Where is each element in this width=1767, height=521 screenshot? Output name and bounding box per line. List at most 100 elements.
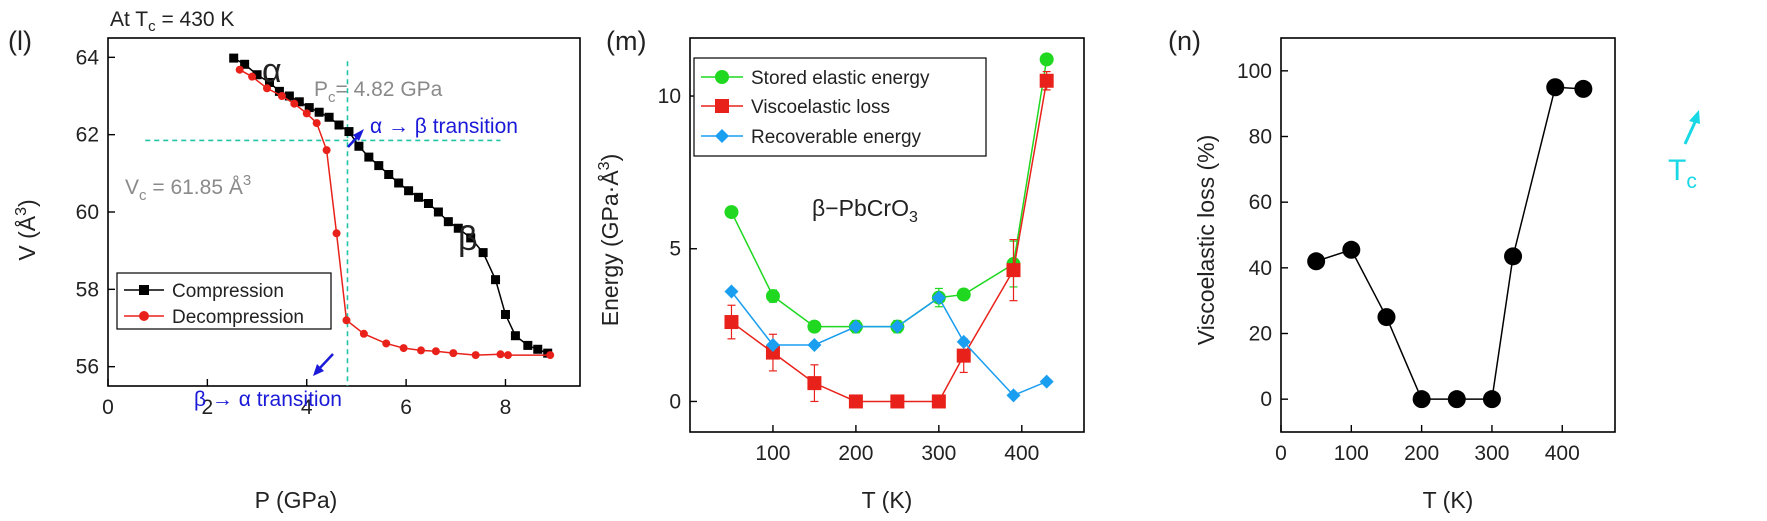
- data-point-l: [304, 103, 314, 113]
- data-point-l: [290, 99, 299, 108]
- y-tick-label-n: 80: [1249, 126, 1272, 149]
- y-tick-label-l: 62: [76, 124, 99, 147]
- x-tick-label-l: 0: [102, 396, 114, 419]
- legend-m-item-viscoelastic: Viscoelastic loss: [701, 97, 890, 118]
- data-point-m: [1039, 52, 1054, 67]
- data-point-l: [277, 92, 286, 100]
- data-point-l: [500, 309, 510, 319]
- plot-frame-n: [1280, 37, 1616, 433]
- series-line-m-2: [730, 291, 1047, 397]
- data-point-l: [466, 233, 476, 243]
- x-tick-label-n: 0: [1275, 442, 1287, 465]
- data-point-l: [382, 339, 391, 348]
- data-point-l: [229, 53, 239, 63]
- data-point-l: [248, 72, 257, 81]
- vc-label-text: V: [125, 176, 139, 199]
- y-axis-title-l-text: V (Å: [13, 215, 40, 260]
- data-point-n: [1504, 247, 1523, 266]
- y-axis-title-l-sup: 3: [13, 207, 30, 216]
- data-point-m: [1006, 263, 1021, 278]
- x-tick-label-l: 2: [202, 396, 214, 419]
- data-point-m: [890, 319, 905, 334]
- data-point-l: [359, 329, 368, 338]
- svg-text:Compression: Compression: [172, 281, 284, 302]
- panel-label-m: (m): [606, 26, 646, 56]
- ab-transition-label: α → β transition: [370, 115, 518, 138]
- y-axis-title-m: Energy (GPa·Å3): [596, 154, 623, 327]
- panel-l-header: At Tc = 430 K: [110, 8, 234, 35]
- x-tick-label-l: 4: [301, 396, 313, 419]
- data-point-l: [252, 70, 262, 80]
- x-axis-title-m: T (K): [862, 487, 913, 513]
- x-tick-label-n: 100: [1334, 442, 1369, 465]
- data-point-l: [312, 119, 321, 128]
- vc-label-rest: = 61.85 Å: [147, 176, 243, 199]
- plot-frame-m: [689, 37, 1085, 433]
- data-point-l: [332, 229, 341, 238]
- y-tick-label-m: 5: [669, 238, 681, 261]
- plot-n-area: 0 100 200 300 400 0 20 40 60 80 100: [1237, 37, 1616, 465]
- data-point-l: [503, 351, 512, 360]
- ba-transition-arrow: [313, 353, 334, 376]
- data-point-m: [848, 394, 863, 409]
- data-point-l: [453, 223, 463, 233]
- y-tick-label-n: 60: [1249, 191, 1272, 214]
- data-point-l: [449, 349, 458, 358]
- data-point-m: [1039, 73, 1054, 88]
- data-point-m: [956, 287, 971, 302]
- y-tick-label-n: 20: [1249, 323, 1272, 346]
- material-label-sub: 3: [909, 209, 918, 226]
- data-point-m: [724, 205, 739, 220]
- data-point-l: [433, 207, 443, 217]
- x-tick-label-m: 100: [755, 442, 790, 465]
- x-tick-label-n: 200: [1404, 442, 1439, 465]
- tc-label: Tc: [1668, 154, 1697, 193]
- data-point-l: [491, 275, 501, 285]
- panel-label-l: (l): [8, 26, 32, 56]
- y-tick-label-m: 0: [669, 390, 681, 413]
- svg-text:Recoverable energy: Recoverable energy: [751, 127, 922, 148]
- plot-l-area: 0 2 4 6 8 56 58 60 62 64: [76, 37, 581, 419]
- data-point-l: [235, 65, 244, 74]
- data-point-m: [807, 376, 822, 391]
- data-point-m: [765, 289, 780, 304]
- data-point-m: [1039, 374, 1054, 389]
- data-point-m: [807, 337, 822, 352]
- data-point-m: [931, 290, 946, 305]
- data-point-l: [417, 346, 426, 355]
- data-point-m: [1006, 388, 1021, 403]
- y-axis-title-l-close: ): [14, 199, 40, 207]
- tc-label-sub: c: [1686, 170, 1697, 193]
- x-tick-label-m: 200: [838, 442, 873, 465]
- y-tick-label-l: 58: [76, 278, 99, 301]
- y-axis-title-m-text: Energy (GPa·Å: [596, 170, 623, 327]
- data-point-l: [523, 340, 533, 350]
- ba-transition-label: β → α transition: [194, 388, 342, 411]
- pc-label-sub: c: [328, 89, 336, 106]
- y-tick-label-n: 100: [1237, 60, 1272, 83]
- panel-label-n: (n): [1168, 26, 1201, 56]
- material-label-text: β−PbCrO: [812, 195, 909, 221]
- x-tick-label-m: 400: [1004, 442, 1039, 465]
- legend-m: Stored elastic energy Viscoelastic loss …: [693, 57, 987, 157]
- data-point-m: [765, 337, 780, 352]
- data-point-l: [324, 112, 334, 122]
- material-label: β−PbCrO3: [812, 195, 918, 226]
- panel-m: (m) 100 200 300 400 0 5 10 T (K) Energy (GPa·Å…: [596, 26, 1085, 513]
- data-point-m: [956, 348, 971, 363]
- x-tick-label-l: 6: [400, 396, 412, 419]
- data-point-l: [414, 192, 424, 202]
- y-tick-label-n: 0: [1260, 388, 1272, 411]
- x-tick-label-n: 400: [1545, 442, 1580, 465]
- y-axis-title-m-sup: 3: [596, 161, 613, 170]
- data-point-m: [931, 394, 946, 409]
- legend-l-item-decompression: Decompression: [124, 307, 304, 328]
- data-point-l: [322, 146, 331, 155]
- data-point-m: [890, 394, 905, 409]
- data-point-m: [765, 345, 780, 360]
- vc-label-sup: 3: [243, 172, 251, 189]
- svg-text:Stored elastic energy: Stored elastic energy: [751, 68, 930, 89]
- data-point-l: [431, 347, 440, 356]
